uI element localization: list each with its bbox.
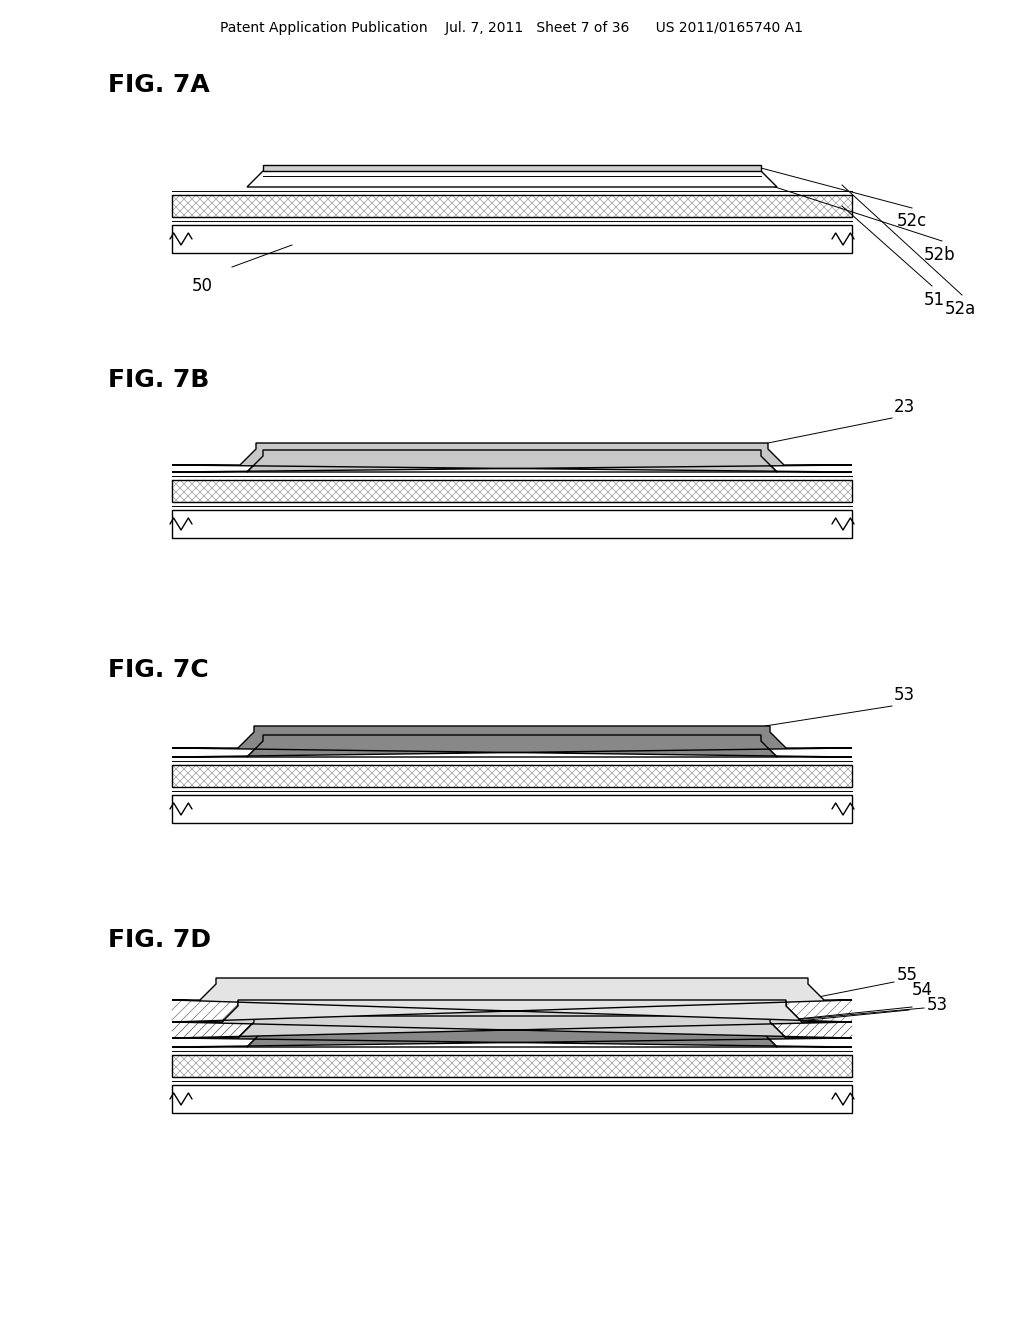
- Text: FIG. 7C: FIG. 7C: [108, 657, 209, 682]
- Text: 55: 55: [897, 966, 918, 983]
- Text: FIG. 7A: FIG. 7A: [108, 73, 210, 96]
- Polygon shape: [247, 172, 777, 187]
- Polygon shape: [172, 444, 852, 473]
- Text: 53: 53: [894, 686, 915, 704]
- Text: 51: 51: [924, 290, 944, 309]
- Text: 52b: 52b: [925, 246, 955, 264]
- Text: FIG. 7D: FIG. 7D: [108, 928, 211, 952]
- FancyBboxPatch shape: [172, 510, 852, 539]
- Text: 53: 53: [927, 997, 948, 1014]
- Polygon shape: [172, 1016, 852, 1047]
- FancyBboxPatch shape: [263, 450, 761, 455]
- Polygon shape: [247, 741, 777, 756]
- FancyBboxPatch shape: [172, 224, 852, 253]
- Polygon shape: [172, 1001, 852, 1038]
- Text: 52a: 52a: [944, 300, 976, 318]
- Text: 54: 54: [912, 981, 933, 999]
- Polygon shape: [172, 726, 852, 756]
- Text: 50: 50: [191, 277, 213, 294]
- FancyBboxPatch shape: [172, 1085, 852, 1113]
- Polygon shape: [247, 1031, 777, 1047]
- Polygon shape: [172, 978, 852, 1022]
- FancyBboxPatch shape: [172, 795, 852, 822]
- FancyBboxPatch shape: [263, 165, 761, 172]
- Text: 23: 23: [894, 399, 915, 416]
- FancyBboxPatch shape: [263, 1026, 761, 1031]
- Text: FIG. 7B: FIG. 7B: [108, 368, 209, 392]
- Text: 52c: 52c: [897, 213, 927, 230]
- FancyBboxPatch shape: [263, 735, 761, 741]
- Text: Patent Application Publication    Jul. 7, 2011   Sheet 7 of 36      US 2011/0165: Patent Application Publication Jul. 7, 2…: [220, 21, 804, 36]
- Polygon shape: [247, 455, 777, 473]
